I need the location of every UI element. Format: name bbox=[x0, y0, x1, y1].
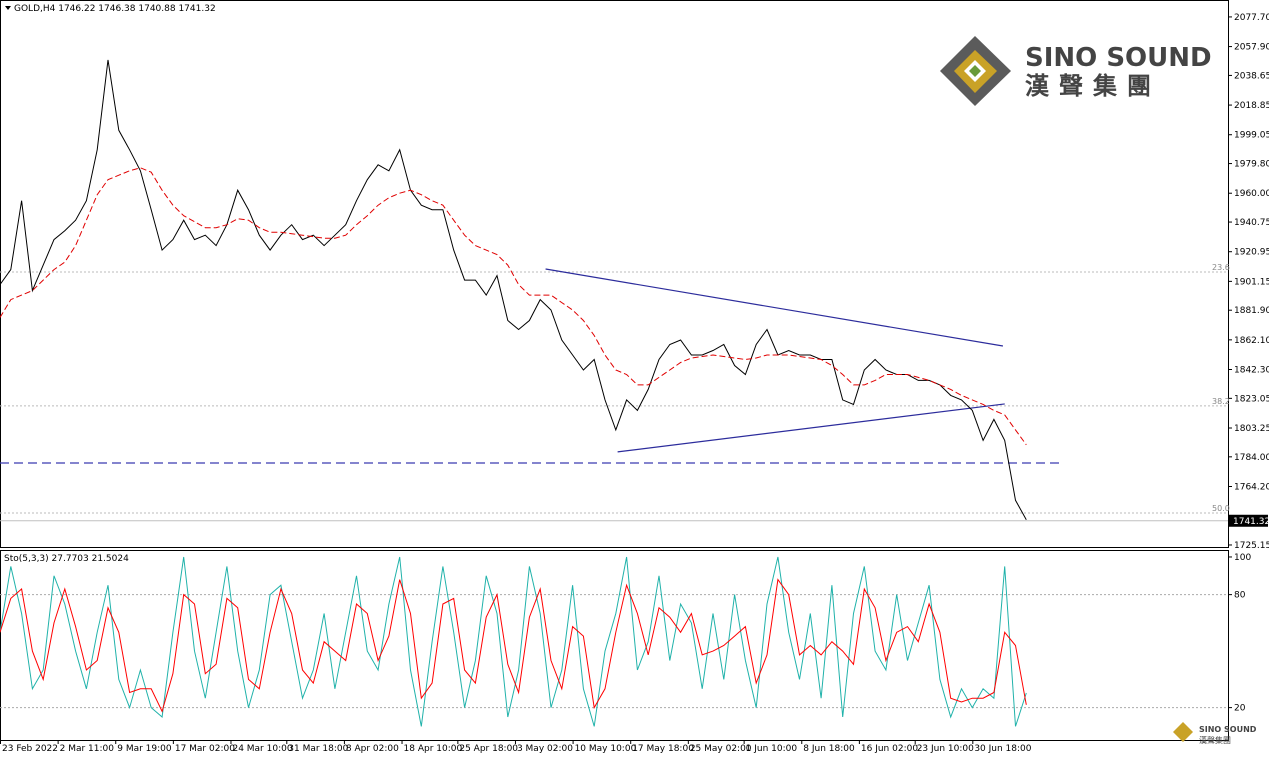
y-tick-label: 1999.05 bbox=[1234, 131, 1269, 141]
y-tick-label: 1764.20 bbox=[1234, 482, 1269, 492]
y-tick-label: 20 bbox=[1234, 704, 1246, 714]
collapse-icon[interactable] bbox=[5, 6, 11, 10]
trendline bbox=[545, 268, 1004, 347]
y-tick-label: 1784.00 bbox=[1234, 453, 1269, 463]
x-tick-label: 23 Feb 2022 bbox=[2, 744, 58, 754]
x-tick-label: 30 Jun 18:00 bbox=[974, 744, 1031, 754]
logo-name: SINO SOUND bbox=[1025, 43, 1212, 73]
x-tick-label: 24 Mar 10:00 bbox=[232, 744, 292, 754]
last-price-label: 1741.32 bbox=[1233, 517, 1269, 527]
small-logo: SINO SOUND 漢聲集團 bbox=[1173, 722, 1257, 745]
x-tick-label: 25 May 02:00 bbox=[690, 744, 752, 754]
x-tick-label: 23 Jun 10:00 bbox=[917, 744, 974, 754]
price-title: GOLD,H4 1746.22 1746.38 1740.88 1741.32 bbox=[14, 4, 216, 14]
y-tick-label: 1940.75 bbox=[1234, 218, 1269, 228]
series-line bbox=[0, 556, 1027, 727]
x-tick-label: 3 May 02:00 bbox=[517, 744, 573, 754]
series-line bbox=[0, 578, 1027, 713]
trendline bbox=[617, 403, 1005, 453]
fib-label: 50.0 bbox=[1212, 504, 1230, 513]
x-tick-label: 8 Apr 02:00 bbox=[346, 744, 399, 754]
y-tick-label: 1901.15 bbox=[1234, 277, 1269, 287]
logo-diamond-center bbox=[969, 65, 981, 77]
y-tick-label: 1862.10 bbox=[1234, 336, 1269, 346]
x-tick-label: 8 Jun 18:00 bbox=[803, 744, 855, 754]
y-tick-label: 2018.85 bbox=[1234, 101, 1269, 111]
x-tick-label: 16 Jun 02:00 bbox=[861, 744, 918, 754]
last-price-box bbox=[1229, 514, 1268, 527]
series-line bbox=[0, 167, 1027, 446]
y-tick-label: 1979.80 bbox=[1234, 160, 1269, 170]
small-logo-name: SINO SOUND bbox=[1199, 725, 1257, 734]
x-tick-label: 17 Mar 02:00 bbox=[175, 744, 235, 754]
y-tick-label: 1960.00 bbox=[1234, 189, 1269, 199]
y-tick-label: 2038.65 bbox=[1234, 71, 1269, 81]
series-line bbox=[0, 59, 1027, 520]
y-tick-label: 1725.15 bbox=[1234, 541, 1269, 551]
fib-label: 38.2 bbox=[1212, 397, 1230, 406]
x-tick-label: 9 Mar 19:00 bbox=[117, 744, 172, 754]
x-tick-label: 10 May 10:00 bbox=[575, 744, 637, 754]
x-tick-label: 31 Mar 18:00 bbox=[288, 744, 348, 754]
x-tick-label: 2 Mar 11:00 bbox=[60, 744, 115, 754]
price-pane bbox=[0, 0, 1229, 548]
x-tick-label: 1 Jun 10:00 bbox=[746, 744, 798, 754]
y-tick-label: 80 bbox=[1234, 591, 1246, 601]
y-tick-label: 1803.25 bbox=[1234, 424, 1269, 434]
logo-chinese: 漢聲集團 bbox=[1025, 72, 1161, 100]
stochastic-pane bbox=[0, 550, 1229, 741]
fib-label: 23.6 bbox=[1212, 263, 1230, 272]
x-tick-label: 25 Apr 18:00 bbox=[459, 744, 518, 754]
y-tick-label: 2077.70 bbox=[1234, 13, 1269, 23]
logo: SINO SOUND 漢聲集團 bbox=[940, 36, 1212, 106]
y-tick-label: 100 bbox=[1234, 553, 1251, 563]
y-tick-label: 1842.30 bbox=[1234, 366, 1269, 376]
y-tick-label: 2057.90 bbox=[1234, 43, 1269, 53]
y-tick-label: 1920.95 bbox=[1234, 248, 1269, 258]
y-tick-label: 1823.05 bbox=[1234, 394, 1269, 404]
small-logo-chinese: 漢聲集團 bbox=[1199, 735, 1231, 745]
y-tick-label: 1881.90 bbox=[1234, 306, 1269, 316]
stochastic-title: Sto(5,3,3) 27.7703 21.5024 bbox=[4, 554, 129, 564]
x-tick-label: 17 May 18:00 bbox=[632, 744, 694, 754]
x-tick-label: 18 Apr 10:00 bbox=[404, 744, 463, 754]
small-logo-diamond bbox=[1173, 722, 1193, 742]
